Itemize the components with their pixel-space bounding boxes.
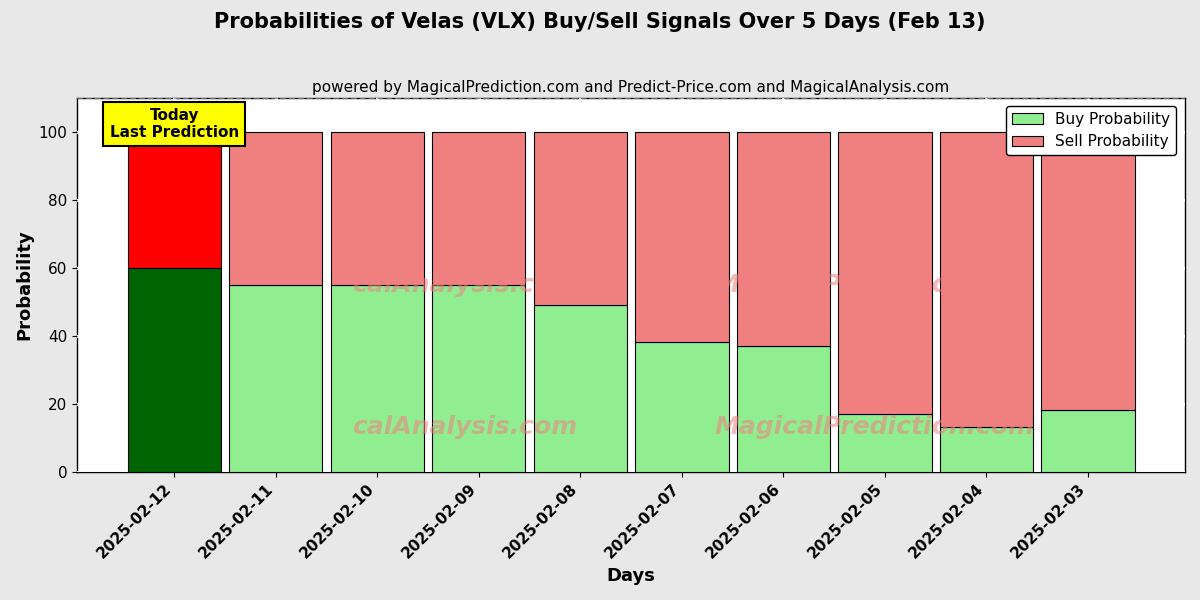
Text: Probabilities of Velas (VLX) Buy/Sell Signals Over 5 Days (Feb 13): Probabilities of Velas (VLX) Buy/Sell Si…	[215, 12, 985, 32]
Title: powered by MagicalPrediction.com and Predict-Price.com and MagicalAnalysis.com: powered by MagicalPrediction.com and Pre…	[312, 80, 949, 95]
Text: Today
Last Prediction: Today Last Prediction	[109, 108, 239, 140]
Text: calAnalysis.com: calAnalysis.com	[353, 272, 577, 296]
Text: calAnalysis.com: calAnalysis.com	[353, 415, 577, 439]
Bar	[940, 427, 1033, 472]
Bar	[229, 131, 323, 284]
Bar	[330, 284, 424, 472]
Legend: Buy Probability, Sell Probability: Buy Probability, Sell Probability	[1007, 106, 1176, 155]
Bar	[432, 284, 526, 472]
Bar	[940, 131, 1033, 427]
Bar	[432, 131, 526, 284]
Bar	[1042, 410, 1135, 472]
Bar	[127, 268, 221, 472]
Bar	[838, 414, 931, 472]
Bar	[635, 343, 728, 472]
Bar	[737, 131, 830, 346]
Bar	[330, 131, 424, 284]
Bar	[534, 305, 628, 472]
X-axis label: Days: Days	[607, 567, 655, 585]
Bar	[635, 131, 728, 343]
Bar	[127, 131, 221, 268]
Y-axis label: Probability: Probability	[14, 229, 32, 340]
Bar	[534, 131, 628, 305]
Text: MagicalPrediction.com: MagicalPrediction.com	[715, 272, 1034, 296]
Text: MagicalPrediction.com: MagicalPrediction.com	[715, 415, 1034, 439]
Bar	[229, 284, 323, 472]
Bar	[1042, 131, 1135, 410]
Bar	[838, 131, 931, 414]
Bar	[737, 346, 830, 472]
